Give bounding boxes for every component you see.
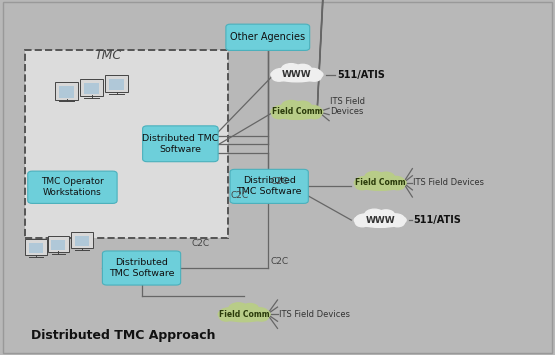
- FancyBboxPatch shape: [102, 251, 181, 285]
- Ellipse shape: [218, 307, 270, 322]
- Ellipse shape: [305, 105, 321, 115]
- Text: C2C: C2C: [230, 191, 249, 201]
- FancyBboxPatch shape: [48, 236, 69, 252]
- FancyBboxPatch shape: [51, 240, 65, 250]
- Ellipse shape: [255, 312, 269, 321]
- Text: TMC Operator
Workstations: TMC Operator Workstations: [41, 177, 104, 197]
- FancyBboxPatch shape: [59, 87, 74, 98]
- Text: WWW: WWW: [365, 215, 395, 225]
- Ellipse shape: [307, 73, 321, 81]
- FancyBboxPatch shape: [230, 169, 309, 203]
- Ellipse shape: [252, 308, 268, 318]
- Ellipse shape: [272, 110, 286, 119]
- Ellipse shape: [220, 308, 237, 319]
- Ellipse shape: [391, 181, 405, 190]
- Ellipse shape: [354, 175, 406, 190]
- Text: ITS Field
Devices: ITS Field Devices: [330, 97, 365, 116]
- Text: C2C: C2C: [271, 257, 289, 266]
- Text: Distributed TMC Approach: Distributed TMC Approach: [31, 329, 215, 342]
- Ellipse shape: [272, 73, 286, 81]
- Ellipse shape: [377, 172, 395, 183]
- Ellipse shape: [273, 69, 290, 79]
- Ellipse shape: [271, 104, 323, 119]
- FancyBboxPatch shape: [226, 24, 310, 50]
- Text: 511/ATIS: 511/ATIS: [337, 70, 385, 80]
- Ellipse shape: [355, 219, 369, 227]
- Ellipse shape: [377, 210, 395, 220]
- FancyBboxPatch shape: [75, 236, 89, 246]
- FancyBboxPatch shape: [55, 82, 78, 99]
- Text: ITS Field Devices: ITS Field Devices: [279, 310, 350, 319]
- Text: WWW: WWW: [282, 70, 312, 79]
- Text: ITS Field Devices: ITS Field Devices: [413, 178, 485, 187]
- Text: C2C: C2C: [191, 239, 210, 248]
- Ellipse shape: [355, 181, 369, 190]
- Text: 511/ATIS: 511/ATIS: [413, 215, 461, 225]
- Text: Distributed TMC
Software: Distributed TMC Software: [142, 134, 219, 154]
- FancyBboxPatch shape: [105, 75, 128, 92]
- Text: C2C: C2C: [271, 176, 289, 186]
- Ellipse shape: [281, 100, 301, 113]
- Ellipse shape: [229, 303, 248, 315]
- Ellipse shape: [305, 69, 321, 78]
- Ellipse shape: [273, 106, 290, 116]
- Ellipse shape: [294, 64, 311, 75]
- FancyBboxPatch shape: [143, 126, 218, 162]
- Ellipse shape: [294, 101, 311, 112]
- Ellipse shape: [356, 177, 373, 187]
- Ellipse shape: [354, 213, 406, 227]
- Ellipse shape: [271, 67, 323, 82]
- Ellipse shape: [307, 110, 321, 119]
- FancyBboxPatch shape: [84, 83, 99, 94]
- FancyBboxPatch shape: [72, 232, 93, 248]
- FancyBboxPatch shape: [28, 171, 117, 203]
- Ellipse shape: [219, 312, 233, 321]
- Text: Distributed
TMC Software: Distributed TMC Software: [236, 176, 302, 196]
- Text: TMC: TMC: [95, 49, 122, 61]
- Text: Field Comm: Field Comm: [355, 178, 406, 187]
- FancyBboxPatch shape: [29, 243, 43, 253]
- FancyBboxPatch shape: [109, 80, 124, 91]
- Ellipse shape: [388, 176, 404, 186]
- Text: Other Agencies: Other Agencies: [230, 32, 305, 42]
- Ellipse shape: [365, 209, 384, 221]
- FancyBboxPatch shape: [26, 239, 47, 255]
- Ellipse shape: [365, 171, 384, 184]
- Ellipse shape: [241, 304, 259, 314]
- Text: Field Comm: Field Comm: [219, 310, 270, 319]
- Text: Distributed
TMC Software: Distributed TMC Software: [109, 258, 174, 278]
- FancyBboxPatch shape: [3, 2, 552, 353]
- Ellipse shape: [356, 214, 373, 224]
- Text: Field Comm: Field Comm: [271, 107, 322, 116]
- Ellipse shape: [281, 64, 301, 75]
- FancyBboxPatch shape: [25, 50, 228, 238]
- Ellipse shape: [391, 219, 405, 227]
- FancyBboxPatch shape: [80, 79, 103, 96]
- Ellipse shape: [388, 214, 404, 224]
